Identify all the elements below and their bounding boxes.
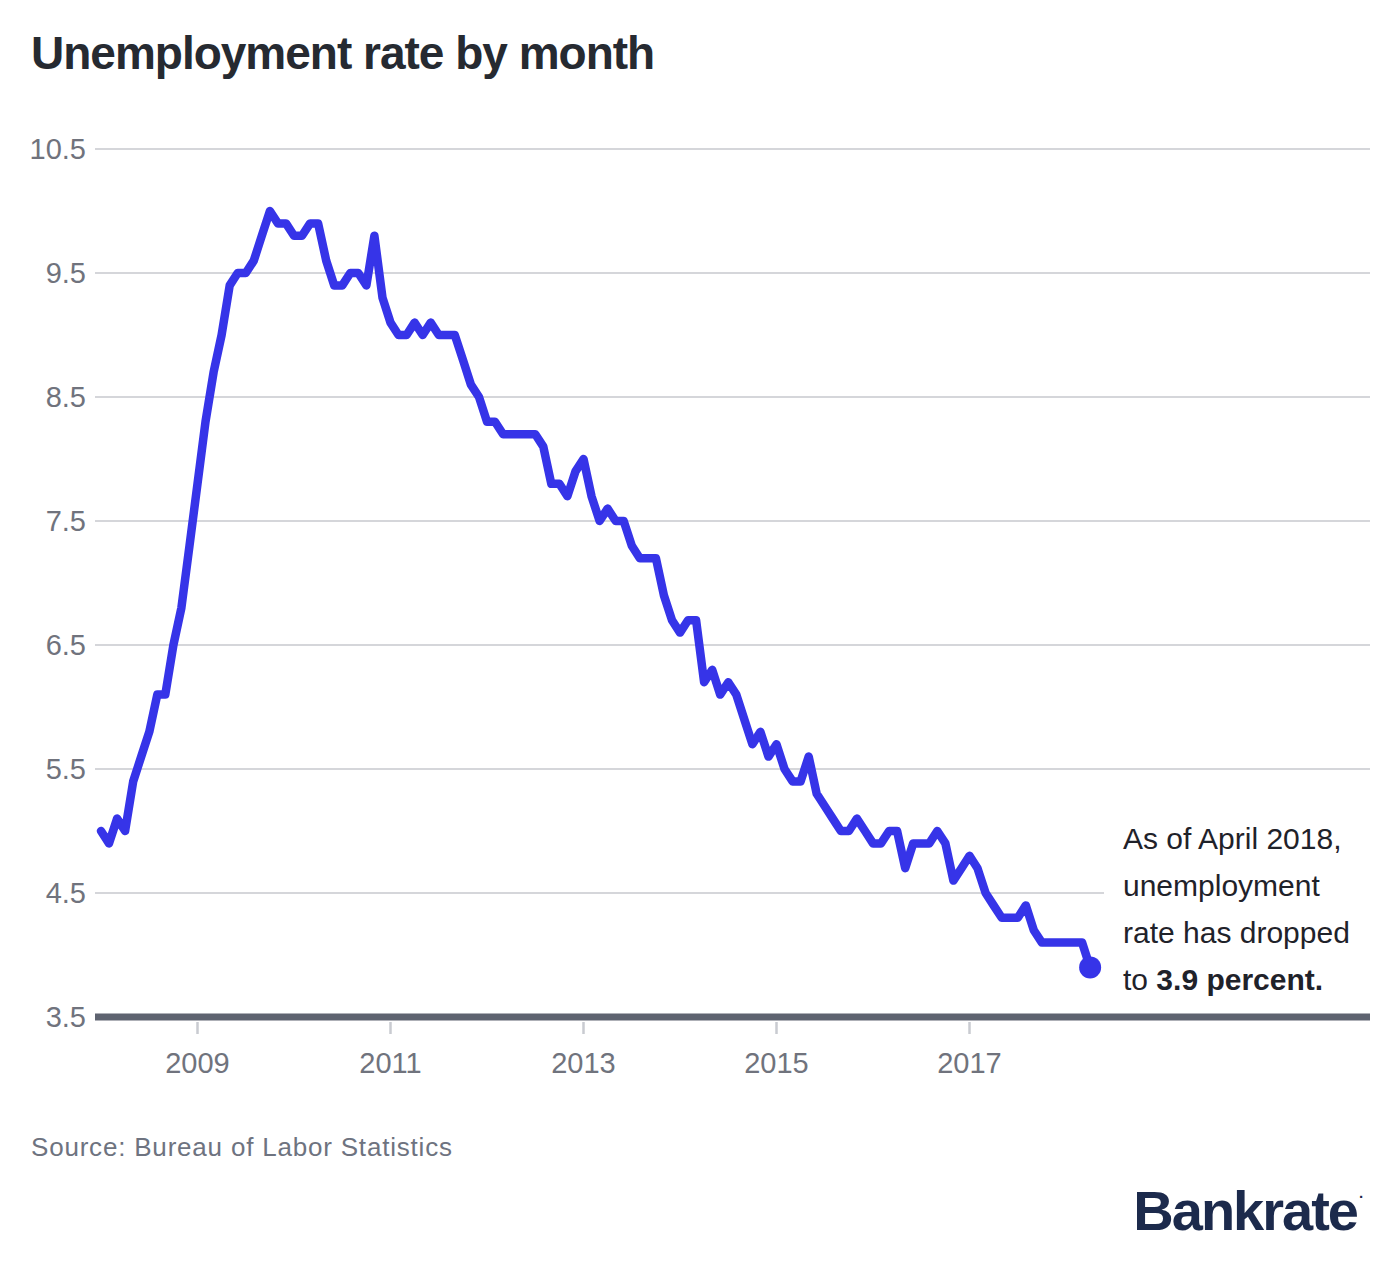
annotation-line: to 3.9 percent. [1123, 956, 1400, 1003]
y-axis-tick-label: 4.5 [46, 877, 86, 909]
y-axis-tick-label: 6.5 [46, 629, 86, 661]
endpoint-annotation: As of April 2018, unemployment rate has … [1104, 799, 1400, 1011]
x-axis-tick-label: 2011 [359, 1047, 421, 1079]
y-axis-tick-label: 10.5 [30, 133, 86, 165]
registered-mark-icon: · [1359, 1188, 1364, 1205]
y-axis-tick-label: 5.5 [46, 753, 86, 785]
y-axis-tick-label: 7.5 [46, 505, 86, 537]
y-axis-tick-label: 3.5 [46, 1001, 86, 1033]
x-axis-tick-label: 2015 [744, 1047, 809, 1079]
y-axis-tick-label: 8.5 [46, 381, 86, 413]
y-axis-tick-label: 9.5 [46, 257, 86, 289]
source-attribution: Source: Bureau of Labor Statistics [31, 1132, 453, 1163]
endpoint-dot [1079, 956, 1101, 978]
annotation-line: rate has dropped [1123, 909, 1400, 956]
annotation-value: 3.9 percent. [1156, 963, 1323, 996]
chart-page: Unemployment rate by month 10.59.58.57.5… [0, 0, 1400, 1262]
x-axis-tick-label: 2013 [551, 1047, 616, 1079]
annotation-line: unemployment [1123, 862, 1400, 909]
bankrate-logo: Bankrate· [1133, 1178, 1364, 1243]
x-axis-tick-label: 2009 [165, 1047, 230, 1079]
annotation-line: As of April 2018, [1123, 815, 1400, 862]
x-axis-tick-label: 2017 [937, 1047, 1002, 1079]
unemployment-rate-line [101, 211, 1090, 967]
